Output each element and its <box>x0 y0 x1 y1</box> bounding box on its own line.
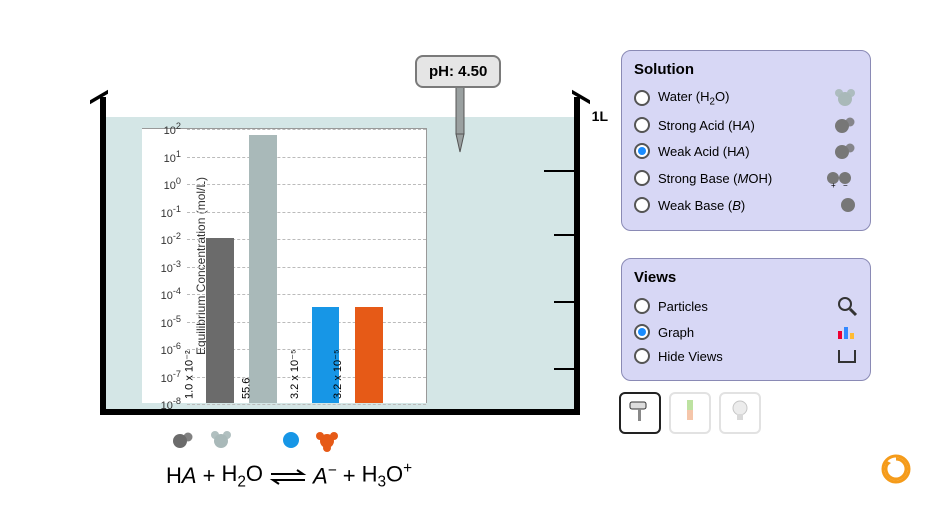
ytick-label: 10-3 <box>145 259 185 275</box>
views-option-particles[interactable]: Particles <box>634 292 858 320</box>
option-label: Strong Base (MOH) <box>658 171 772 186</box>
radio-icon <box>634 298 650 314</box>
tool-conductivity-button[interactable] <box>669 392 711 434</box>
ytick-label: 100 <box>145 176 185 192</box>
option-label: Graph <box>658 325 694 340</box>
mol-base-icon: +− <box>824 167 858 189</box>
radio-icon <box>634 143 650 159</box>
mol-gray1-icon <box>838 195 858 215</box>
eq-species-A-: A− <box>313 462 337 489</box>
bar-value-label: 3.2 x 10⁻⁵ <box>331 349 344 399</box>
solution-option-weak-acid[interactable]: Weak Acid (HA) <box>634 138 858 164</box>
gridline <box>187 157 426 158</box>
ytick-label: 10-8 <box>145 396 185 412</box>
ph-readout: pH: 4.50 <box>415 55 501 88</box>
ph-probe-icon[interactable] <box>450 86 470 171</box>
gridline <box>187 212 426 213</box>
bar-HA: 1.0 x 10⁻² <box>206 238 234 403</box>
reset-button[interactable] <box>881 454 911 484</box>
option-label: Weak Base (B) <box>658 198 745 213</box>
beaker-tick <box>554 368 574 370</box>
views-option-hide[interactable]: Hide Views <box>634 344 858 368</box>
radio-icon <box>634 348 650 364</box>
eq-plus: + <box>203 463 216 489</box>
molecules-row <box>170 428 341 457</box>
solution-panel: Solution Water (H2O) Strong Acid (HA) Weak… <box>621 50 871 231</box>
mol-gray2-icon <box>832 141 858 161</box>
gridline <box>187 129 426 130</box>
ph-value: pH: 4.50 <box>429 63 487 80</box>
magnifier-icon <box>836 295 858 317</box>
probe-icon <box>627 398 653 429</box>
option-label: Hide Views <box>658 349 723 364</box>
views-option-graph[interactable]: Graph <box>634 320 858 344</box>
conductivity-icon <box>679 398 701 429</box>
gridline <box>187 184 426 185</box>
svg-text:−: − <box>843 181 848 189</box>
solution-option-strong-base[interactable]: Strong Base (MOH) +− <box>634 164 858 192</box>
bar-value-label: 3.2 x 10⁻⁵ <box>288 349 301 399</box>
reset-icon <box>881 454 911 484</box>
option-label: Weak Acid (HA) <box>658 144 750 159</box>
beaker-mini-icon <box>836 347 858 365</box>
beaker-tick <box>554 301 574 303</box>
molecule-icon-H2O <box>208 429 234 456</box>
ytick-label: 10-6 <box>145 341 185 357</box>
radio-icon <box>634 324 650 340</box>
ytick-label: 10-7 <box>145 369 185 385</box>
ytick-label: 10-2 <box>145 231 185 247</box>
ytick-label: 10-1 <box>145 204 185 220</box>
beaker: 1L Equilibrium Concentration (mol/L) 102… <box>100 95 580 415</box>
tool-bulb-button[interactable] <box>719 392 761 434</box>
ytick-label: 102 <box>145 121 185 137</box>
barchart-icon <box>836 323 858 341</box>
mol-h2o-icon <box>832 87 858 109</box>
bulb-icon <box>729 398 751 429</box>
equilibrium-equation: HA + H2O A− + H3O+ <box>166 460 412 492</box>
concentration-chart: Equilibrium Concentration (mol/L) 102101… <box>142 128 427 403</box>
views-panel: Views Particles Graph Hide Views <box>621 258 871 381</box>
eq-species-H2O: H2O <box>221 461 263 491</box>
solution-option-strong-acid[interactable]: Strong Acid (HA) <box>634 112 858 138</box>
option-label: Water (H2O) <box>658 89 729 108</box>
bar-value-label: 1.0 x 10⁻² <box>183 350 196 399</box>
bar-value-label: 55.6 <box>240 378 252 399</box>
beaker-tick <box>544 170 574 172</box>
beaker-volume-label: 1L <box>592 108 608 124</box>
solution-panel-title: Solution <box>634 61 858 78</box>
ytick-label: 10-4 <box>145 286 185 302</box>
ytick-label: 101 <box>145 149 185 165</box>
solution-option-weak-base[interactable]: Weak Base (B) <box>634 192 858 218</box>
solution-option-water[interactable]: Water (H2O) <box>634 84 858 112</box>
svg-text:+: + <box>831 181 836 189</box>
tool-row <box>619 392 761 434</box>
eq-plus: + <box>343 463 356 489</box>
gridline <box>187 404 426 405</box>
mol-gray2-icon <box>832 115 858 135</box>
views-panel-title: Views <box>634 269 858 286</box>
radio-icon <box>634 117 650 133</box>
molecule-icon-H3O+ <box>313 428 341 457</box>
radio-icon <box>634 197 650 213</box>
bar-H3O+: 3.2 x 10⁻⁵ <box>355 307 383 403</box>
eq-species-HA: HA <box>166 463 197 489</box>
bar-H2O: 55.6 <box>249 135 277 403</box>
option-label: Strong Acid (HA) <box>658 118 755 133</box>
ytick-label: 10-5 <box>145 314 185 330</box>
equilibrium-arrows-icon <box>269 463 307 489</box>
beaker-tick <box>554 234 574 236</box>
tool-probe-button[interactable] <box>619 392 661 434</box>
radio-icon <box>634 90 650 106</box>
eq-species-H3O+: H3O+ <box>362 460 413 492</box>
option-label: Particles <box>658 299 708 314</box>
molecule-icon-HA <box>170 430 196 455</box>
radio-icon <box>634 170 650 186</box>
molecule-icon-A- <box>281 430 301 455</box>
